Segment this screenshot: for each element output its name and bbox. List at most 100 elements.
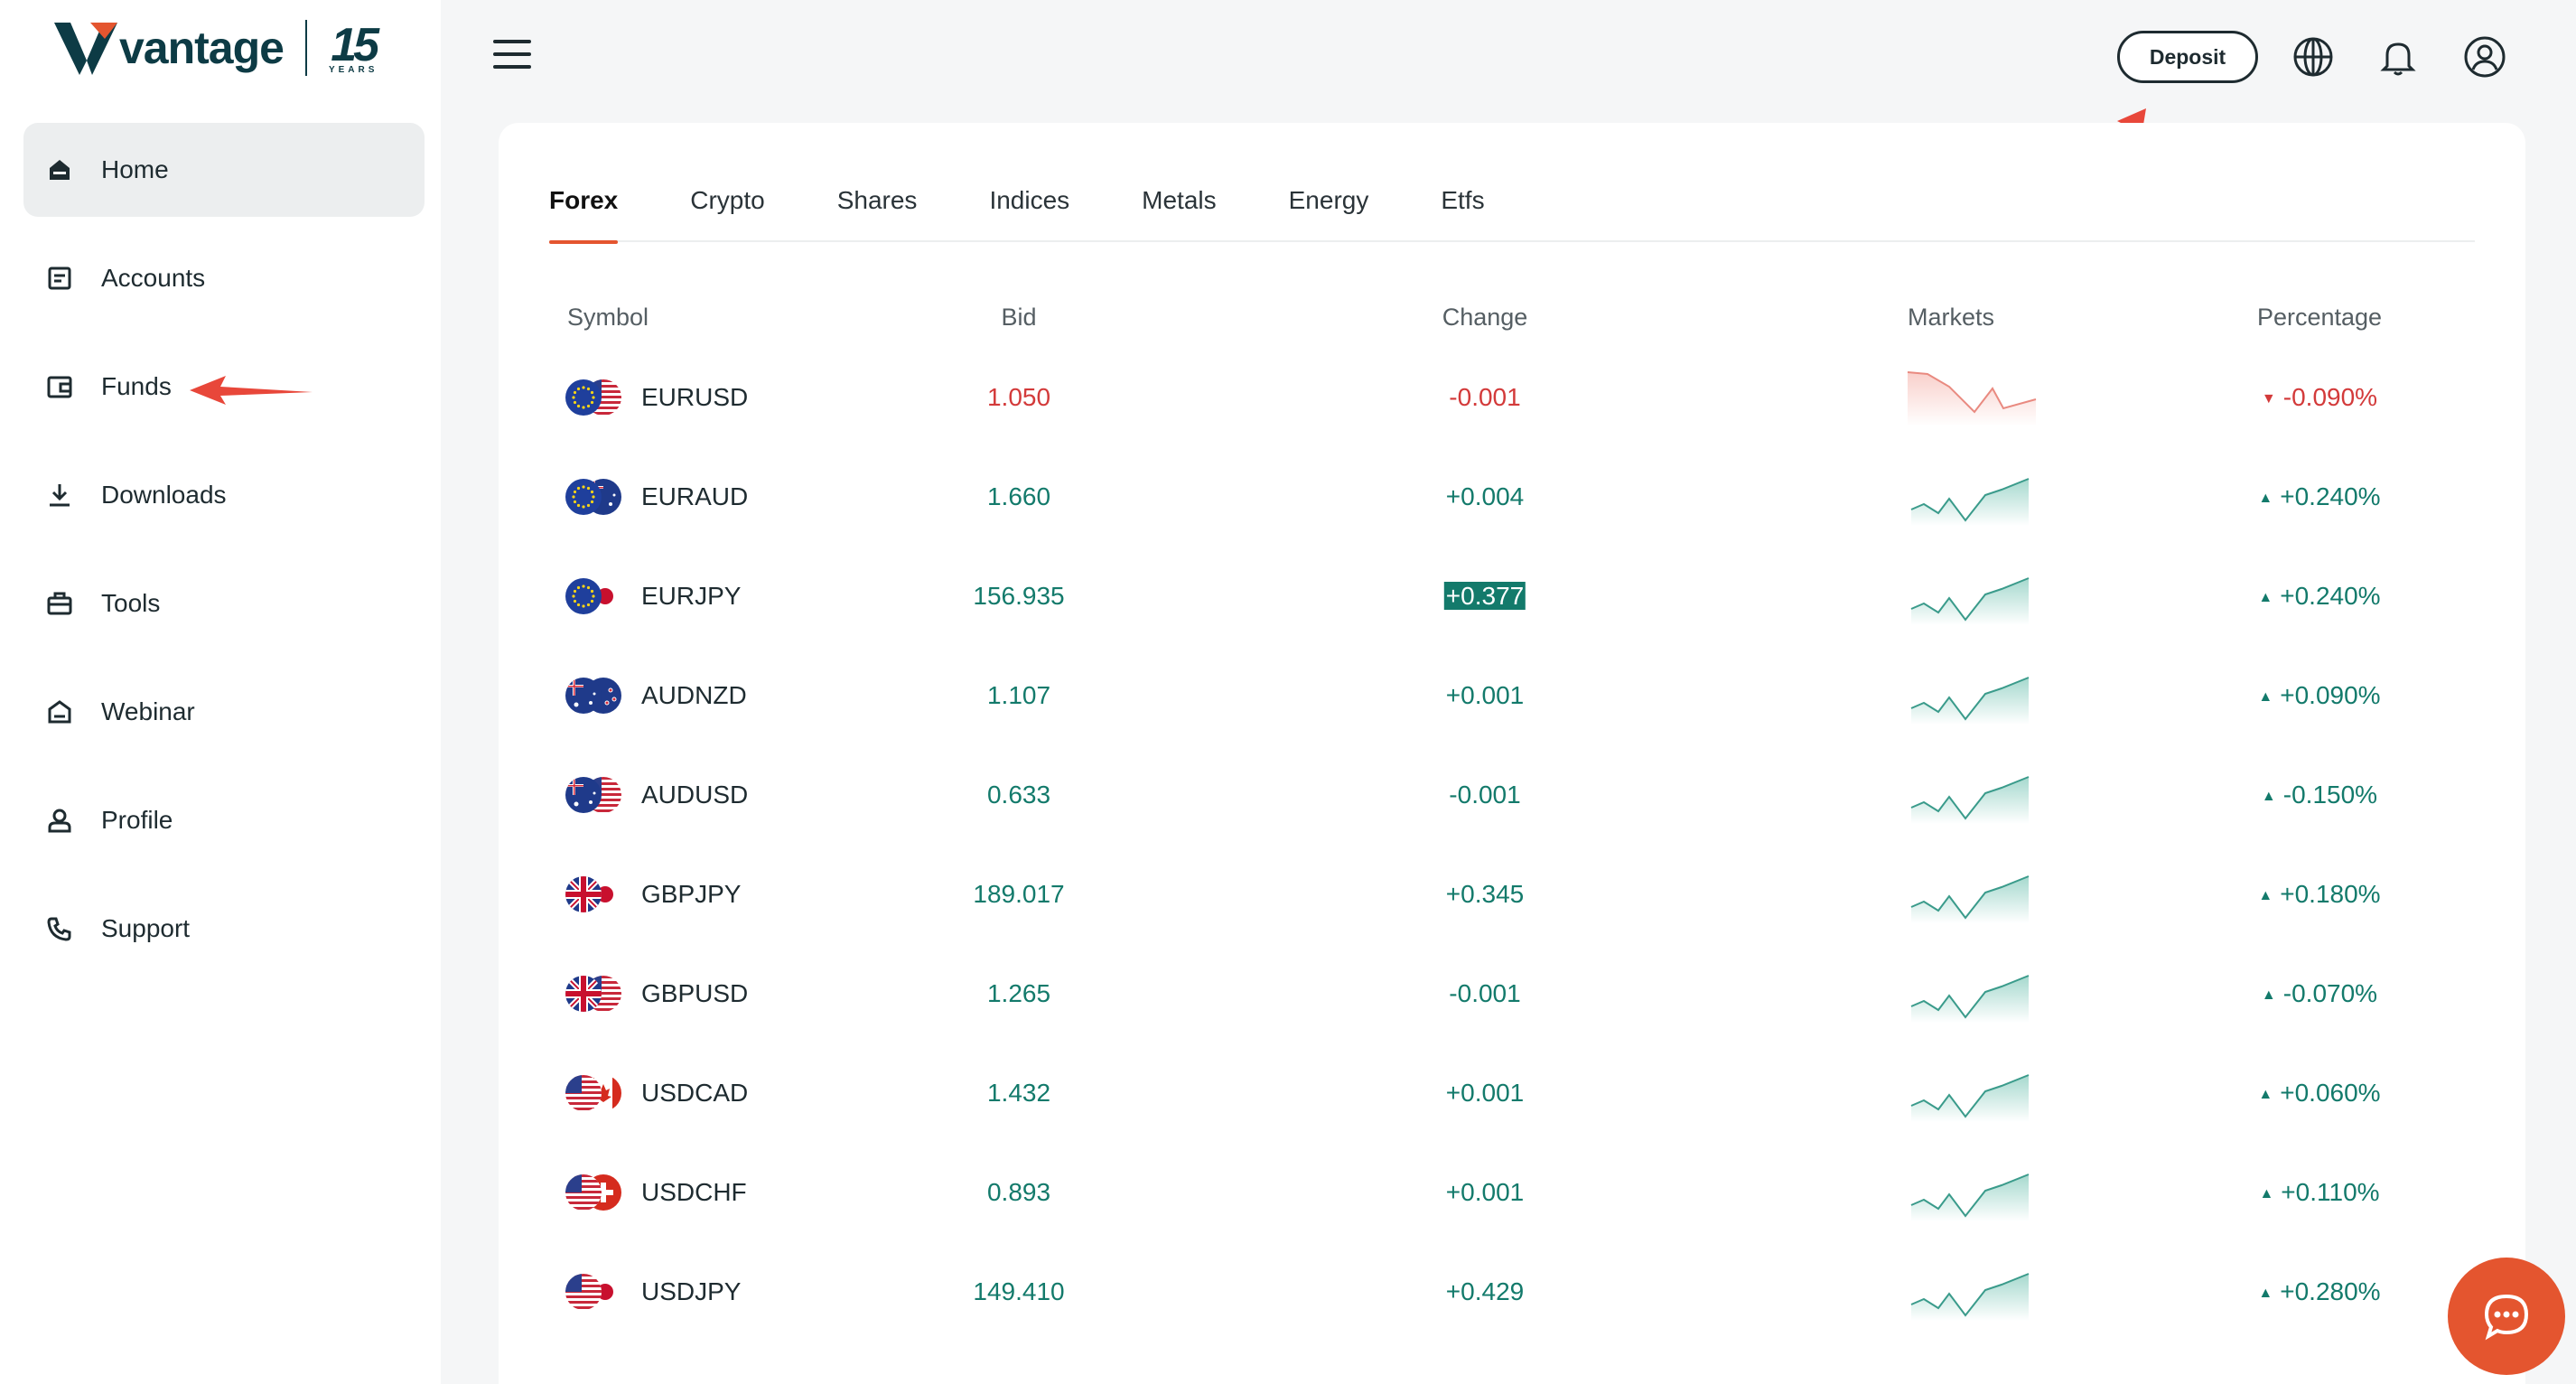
currency-flags bbox=[565, 972, 621, 1015]
flag-usd-icon bbox=[565, 1075, 602, 1111]
flag-gbp-icon bbox=[565, 876, 602, 912]
change-text: +0.001 bbox=[1445, 1178, 1525, 1206]
wallet-icon bbox=[43, 370, 76, 403]
triangle-up-icon: ▲ bbox=[2261, 987, 2276, 1003]
accounts-icon bbox=[43, 262, 76, 295]
market-sparkline bbox=[1904, 464, 2039, 526]
brand-logo[interactable]: vantage 15 YEARS bbox=[54, 16, 379, 79]
table-row[interactable]: EURUSD 1.050 -0.001 ▼ -0.090% bbox=[549, 349, 2475, 448]
symbol-cell: AUDNZD bbox=[565, 674, 747, 717]
col-change: Change bbox=[1442, 304, 1528, 331]
sidebar-item-profile[interactable]: Profile bbox=[23, 773, 425, 867]
tab-indices[interactable]: Indices bbox=[989, 186, 1070, 214]
market-sparkline bbox=[1904, 663, 2039, 725]
globe-icon[interactable] bbox=[2291, 34, 2336, 79]
table-row[interactable]: GBPUSD 1.265 -0.001 ▲ -0.070% bbox=[549, 945, 2475, 1044]
currency-flags bbox=[565, 873, 621, 916]
table-row[interactable]: GBPJPY 189.017 +0.345 ▲ +0.180% bbox=[549, 846, 2475, 945]
market-sparkline bbox=[1904, 1259, 2039, 1321]
percentage-text: -0.070% bbox=[2282, 979, 2378, 1007]
symbol-cell: EURAUD bbox=[565, 475, 748, 519]
percentage-value: ▲ +0.280% bbox=[2258, 1277, 2380, 1306]
currency-flags bbox=[565, 376, 621, 419]
change-value: +0.377 bbox=[1443, 582, 1526, 611]
percentage-value: ▲ +0.240% bbox=[2258, 482, 2380, 511]
phone-icon bbox=[43, 912, 76, 945]
bid-value: 1.107 bbox=[986, 681, 1051, 709]
chat-icon bbox=[2484, 1294, 2529, 1341]
tab-crypto[interactable]: Crypto bbox=[690, 186, 765, 214]
chat-button[interactable] bbox=[2448, 1258, 2565, 1375]
percentage-value: ▲ -0.150% bbox=[2262, 781, 2377, 809]
triangle-up-icon: ▲ bbox=[2258, 490, 2273, 506]
triangle-up-icon: ▲ bbox=[2261, 788, 2276, 804]
menu-toggle-button[interactable] bbox=[493, 40, 531, 72]
change-value: +0.429 bbox=[1446, 1277, 1524, 1306]
sidebar-item-funds[interactable]: Funds bbox=[23, 340, 425, 434]
webinar-icon bbox=[43, 696, 76, 728]
tab-metals[interactable]: Metals bbox=[1142, 186, 1217, 214]
vantage-v-icon bbox=[54, 23, 117, 75]
sidebar-item-downloads[interactable]: Downloads bbox=[23, 448, 425, 542]
change-value: -0.001 bbox=[1449, 979, 1520, 1008]
sidebar-item-label: Home bbox=[101, 155, 169, 183]
account-circle-icon[interactable] bbox=[2462, 34, 2507, 79]
col-percentage: Percentage bbox=[2256, 304, 2383, 331]
change-text: +0.377 bbox=[1443, 582, 1526, 610]
toolbox-icon bbox=[43, 587, 76, 620]
change-value: +0.004 bbox=[1446, 482, 1524, 511]
sidebar-item-home[interactable]: Home bbox=[23, 123, 425, 217]
symbol-text: AUDNZD bbox=[641, 681, 747, 709]
market-sparkline bbox=[1904, 564, 2039, 625]
percentage-value: ▲ +0.240% bbox=[2258, 582, 2380, 611]
sidebar-item-support[interactable]: Support bbox=[23, 882, 425, 976]
sidebar-item-webinar[interactable]: Webinar bbox=[23, 665, 425, 759]
bid-value: 1.265 bbox=[986, 979, 1051, 1007]
currency-flags bbox=[565, 773, 621, 817]
bid-value: 1.660 bbox=[986, 482, 1051, 510]
bid-value: 189.017 bbox=[973, 880, 1065, 908]
market-sparkline bbox=[1904, 1061, 2039, 1122]
percentage-value: ▼ -0.090% bbox=[2262, 383, 2377, 412]
flag-usd-icon bbox=[565, 1274, 602, 1310]
tab-etfs[interactable]: Etfs bbox=[1441, 186, 1485, 214]
bell-icon[interactable] bbox=[2375, 34, 2421, 79]
market-tabs: Forex Crypto Shares Indices Metals Energ… bbox=[549, 186, 2475, 244]
tab-energy[interactable]: Energy bbox=[1288, 186, 1369, 214]
table-row[interactable]: USDCAD 1.432 +0.001 ▲ +0.060% bbox=[549, 1044, 2475, 1144]
sidebar-item-label: Funds bbox=[101, 372, 172, 400]
percentage-value: ▲ +0.110% bbox=[2259, 1178, 2379, 1207]
currency-flags bbox=[565, 475, 621, 519]
table-row[interactable]: AUDNZD 1.107 +0.001 ▲ +0.090% bbox=[549, 647, 2475, 746]
table-row[interactable]: EURJPY 156.935 +0.377 ▲ +0.240% bbox=[549, 547, 2475, 647]
table-row[interactable]: AUDUSD 0.633 -0.001 ▲ -0.150% bbox=[549, 746, 2475, 846]
badge-number: 15 bbox=[331, 18, 379, 71]
change-text: -0.001 bbox=[1449, 781, 1521, 809]
sidebar-item-accounts[interactable]: Accounts bbox=[23, 231, 425, 325]
change-text: -0.001 bbox=[1449, 383, 1521, 411]
symbol-text: USDCAD bbox=[641, 1079, 749, 1107]
market-sparkline bbox=[1904, 1160, 2039, 1221]
hamburger-line bbox=[493, 40, 531, 43]
symbol-cell: AUDUSD bbox=[565, 773, 748, 817]
bid-value: 156.935 bbox=[973, 582, 1065, 610]
table-row[interactable]: USDJPY 149.410 +0.429 ▲ +0.280% bbox=[549, 1243, 2475, 1342]
table-row[interactable]: USDCHF 0.893 +0.001 ▲ +0.110% bbox=[549, 1144, 2475, 1243]
symbol-cell: EURUSD bbox=[565, 376, 748, 419]
flag-eur-icon bbox=[565, 379, 602, 416]
percentage-text: -0.090% bbox=[2282, 383, 2378, 411]
anniversary-badge: 15 YEARS bbox=[329, 18, 379, 75]
tab-shares[interactable]: Shares bbox=[836, 186, 918, 214]
percentage-text: +0.240% bbox=[2280, 482, 2381, 510]
change-text: +0.429 bbox=[1445, 1277, 1525, 1305]
market-sparkline bbox=[1904, 762, 2039, 824]
market-sparkline bbox=[1904, 961, 2039, 1023]
table-row[interactable]: EURAUD 1.660 +0.004 ▲ +0.240% bbox=[549, 448, 2475, 547]
currency-flags bbox=[565, 1270, 621, 1314]
triangle-down-icon: ▼ bbox=[2261, 390, 2276, 407]
deposit-button[interactable]: Deposit bbox=[2117, 31, 2258, 83]
tab-forex[interactable]: Forex bbox=[549, 186, 619, 244]
currency-flags bbox=[565, 674, 621, 717]
sidebar-item-tools[interactable]: Tools bbox=[23, 556, 425, 650]
change-value: -0.001 bbox=[1449, 781, 1520, 809]
